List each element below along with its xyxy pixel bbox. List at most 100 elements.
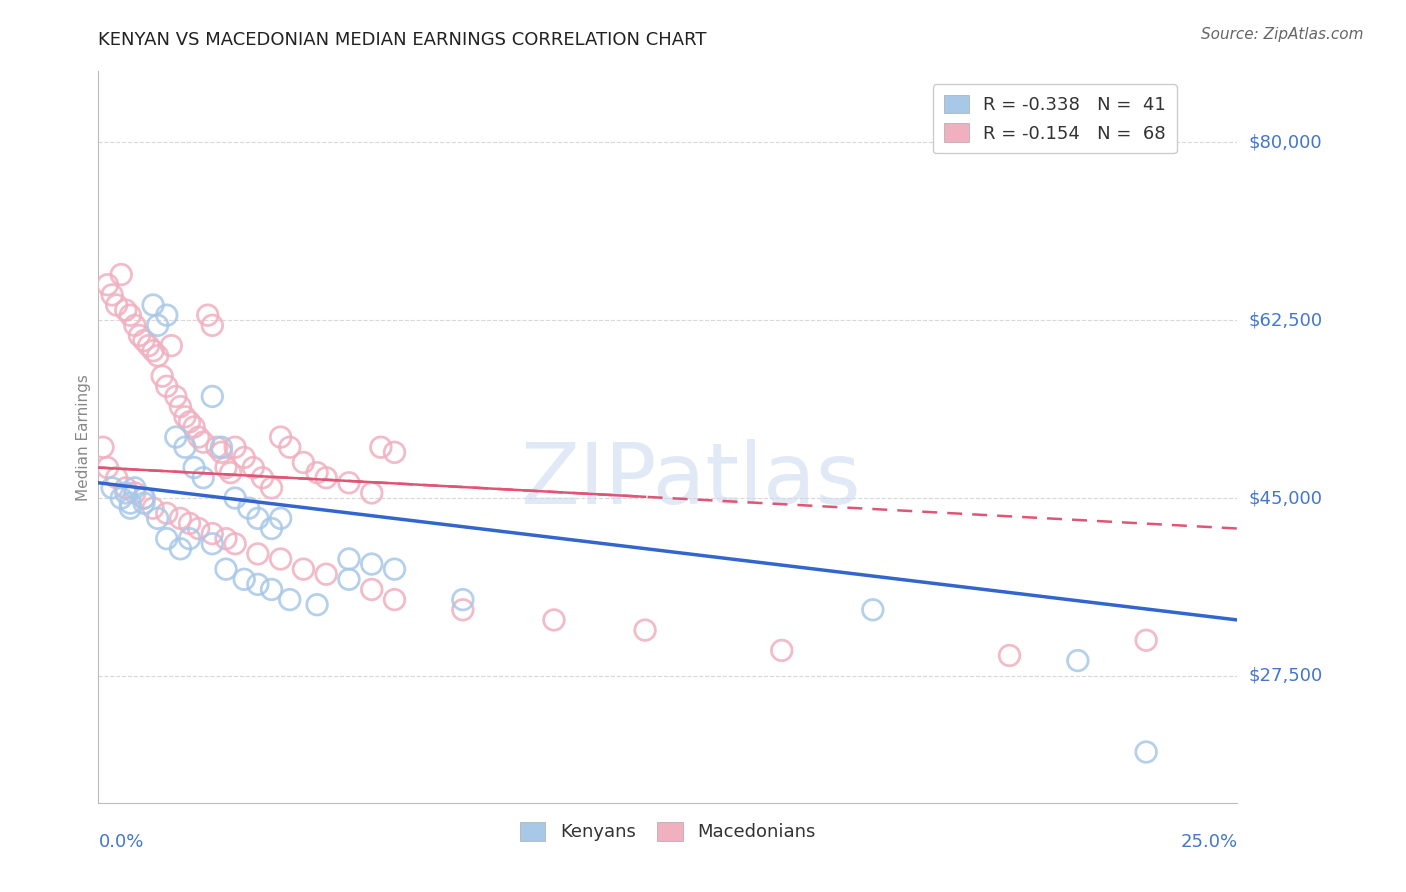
Text: $80,000: $80,000 xyxy=(1249,134,1322,152)
Point xyxy=(224,537,246,551)
Point xyxy=(132,334,155,348)
Point xyxy=(307,466,329,480)
Point xyxy=(96,460,118,475)
Point xyxy=(105,471,128,485)
Point xyxy=(156,308,179,322)
Point xyxy=(224,491,246,505)
Point xyxy=(384,592,406,607)
Point xyxy=(278,592,301,607)
Point xyxy=(114,486,136,500)
Point xyxy=(91,440,114,454)
Point xyxy=(224,440,246,454)
Text: KENYAN VS MACEDONIAN MEDIAN EARNINGS CORRELATION CHART: KENYAN VS MACEDONIAN MEDIAN EARNINGS COR… xyxy=(98,31,707,49)
Point xyxy=(110,491,132,505)
Text: Source: ZipAtlas.com: Source: ZipAtlas.com xyxy=(1201,27,1364,42)
Point xyxy=(142,298,165,312)
Point xyxy=(138,338,160,352)
Text: $62,500: $62,500 xyxy=(1249,311,1323,329)
Point xyxy=(252,471,274,485)
Point xyxy=(238,501,260,516)
Text: $27,500: $27,500 xyxy=(1249,667,1323,685)
Point xyxy=(114,481,136,495)
Point xyxy=(292,455,315,469)
Point xyxy=(142,501,165,516)
Point xyxy=(201,526,224,541)
Point xyxy=(360,582,382,597)
Point xyxy=(209,440,232,454)
Point xyxy=(270,430,292,444)
Point xyxy=(215,562,238,576)
Point xyxy=(209,445,232,459)
Point xyxy=(270,511,292,525)
Point xyxy=(120,308,142,322)
Point xyxy=(101,288,124,302)
Point xyxy=(183,420,205,434)
Point xyxy=(201,537,224,551)
Point xyxy=(998,648,1021,663)
Point xyxy=(132,496,155,510)
Point xyxy=(233,572,256,586)
Point xyxy=(246,511,269,525)
Text: ZIPatlas: ZIPatlas xyxy=(520,440,860,523)
Point xyxy=(120,501,142,516)
Point xyxy=(451,592,474,607)
Point xyxy=(205,440,228,454)
Point xyxy=(862,603,884,617)
Point xyxy=(260,582,283,597)
Point xyxy=(110,268,132,282)
Point xyxy=(315,567,337,582)
Point xyxy=(169,541,191,556)
Point xyxy=(370,440,392,454)
Point xyxy=(451,603,474,617)
Point xyxy=(132,491,155,505)
Point xyxy=(384,562,406,576)
Point xyxy=(337,552,360,566)
Point xyxy=(1067,654,1090,668)
Point xyxy=(292,562,315,576)
Point xyxy=(270,552,292,566)
Text: 0.0%: 0.0% xyxy=(98,833,143,851)
Point xyxy=(770,643,793,657)
Point xyxy=(124,486,146,500)
Point xyxy=(179,415,201,429)
Point xyxy=(201,318,224,333)
Point xyxy=(360,486,382,500)
Point xyxy=(150,369,173,384)
Point xyxy=(634,623,657,637)
Point xyxy=(160,338,183,352)
Point xyxy=(169,400,191,414)
Point xyxy=(146,511,169,525)
Point xyxy=(219,466,242,480)
Text: $45,000: $45,000 xyxy=(1249,489,1323,507)
Point xyxy=(124,318,146,333)
Point xyxy=(114,303,136,318)
Point xyxy=(165,389,187,403)
Point xyxy=(215,532,238,546)
Point xyxy=(278,440,301,454)
Point xyxy=(215,460,238,475)
Point xyxy=(105,298,128,312)
Point xyxy=(315,471,337,485)
Point xyxy=(169,511,191,525)
Point xyxy=(165,430,187,444)
Point xyxy=(246,577,269,591)
Point xyxy=(156,506,179,520)
Point xyxy=(260,521,283,535)
Point xyxy=(124,481,146,495)
Point xyxy=(1135,633,1157,648)
Point xyxy=(260,481,283,495)
Point xyxy=(156,532,179,546)
Point xyxy=(156,379,179,393)
Point xyxy=(307,598,329,612)
Point xyxy=(337,475,360,490)
Point xyxy=(179,516,201,531)
Point xyxy=(179,532,201,546)
Point xyxy=(197,308,219,322)
Legend: Kenyans, Macedonians: Kenyans, Macedonians xyxy=(513,814,823,848)
Text: 25.0%: 25.0% xyxy=(1180,833,1237,851)
Point xyxy=(187,430,209,444)
Point xyxy=(120,496,142,510)
Point xyxy=(543,613,565,627)
Point xyxy=(360,557,382,571)
Point xyxy=(128,328,150,343)
